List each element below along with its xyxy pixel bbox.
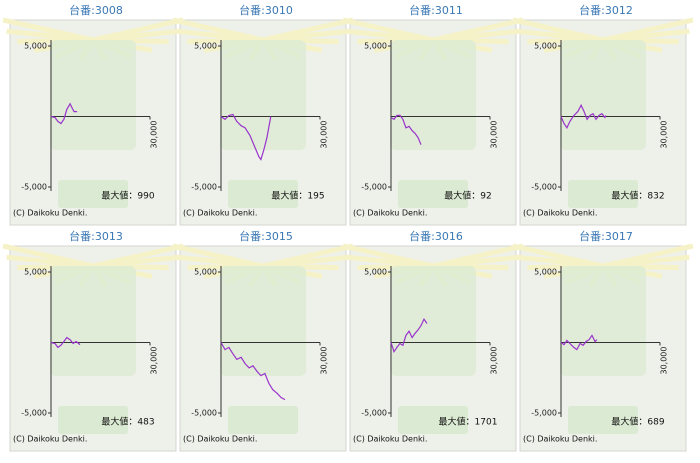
decor-tray — [228, 180, 298, 208]
max-value-label: 最大値：990 — [101, 190, 154, 202]
y-tick-label: -5,000 — [191, 409, 217, 418]
chart-panel: 台番:3015 5,000 -5,000 30,000 (C) Daikoku Denk… — [172, 229, 354, 452]
y-tick-label: -5,000 — [21, 183, 47, 192]
chart-title: 台番:3017 — [579, 229, 633, 243]
y-tick-label: 5,000 — [534, 268, 557, 277]
chart-panel: 台番:3017 5,000 -5,000 30,000 最大値：689 (C) Daiko… — [512, 229, 694, 452]
x-tick-label: 30,000 — [660, 347, 669, 375]
y-tick-label: 5,000 — [194, 42, 217, 51]
data-line — [560, 103, 607, 130]
y-tick-label: 5,000 — [24, 42, 47, 51]
chart-title: 台番:3011 — [409, 3, 463, 17]
decor-machine — [50, 266, 136, 376]
copyright: (C) Daikoku Denki. — [523, 435, 597, 444]
copyright: (C) Daikoku Denki. — [13, 435, 87, 444]
decor-tray — [568, 180, 638, 208]
decor-tray — [398, 406, 468, 434]
chart-title: 台番:3013 — [69, 229, 123, 243]
data-line — [390, 114, 422, 145]
chart-panel: 台番:3012 5,000 -5,000 30,000 最大値：832 (C) Daiko… — [512, 3, 694, 226]
data-line — [50, 102, 78, 125]
chart-panel: 台番:3011 5,000 -5,000 30,000 最大値：92 (C) Daikok… — [342, 3, 524, 226]
x-tick-label: 30,000 — [320, 347, 329, 375]
x-tick-label: 30,000 — [660, 121, 669, 149]
y-tick-label: 5,000 — [194, 268, 217, 277]
max-value-label: 最大値：195 — [271, 190, 324, 202]
y-tick-label: -5,000 — [21, 409, 47, 418]
y-tick-label: -5,000 — [361, 183, 387, 192]
copyright: (C) Daikoku Denki. — [183, 435, 257, 444]
x-tick-label: 30,000 — [490, 347, 499, 375]
decor-ray — [512, 17, 604, 43]
x-tick-label: 30,000 — [320, 121, 329, 149]
decor-tray — [58, 406, 128, 434]
data-line — [390, 318, 428, 354]
y-tick-label: -5,000 — [191, 183, 217, 192]
decor-machine — [560, 40, 646, 150]
decor-ray — [2, 243, 94, 269]
data-line — [220, 113, 272, 161]
y-tick-label: -5,000 — [531, 183, 557, 192]
y-tick-label: 5,000 — [24, 268, 47, 277]
copyright: (C) Daikoku Denki. — [353, 435, 427, 444]
data-line — [50, 336, 81, 349]
y-tick-label: 5,000 — [364, 268, 387, 277]
decor-ray — [172, 243, 264, 269]
chart-panel: 台番:3016 5,000 -5,000 30,000 最大値：1701 (C) Daik… — [342, 229, 524, 452]
chart-title: 台番:3016 — [409, 229, 463, 243]
decor-machine — [560, 266, 646, 376]
copyright: (C) Daikoku Denki. — [13, 209, 87, 218]
decor-tray — [398, 180, 468, 208]
max-value-label: 最大値：689 — [611, 416, 664, 428]
decor-ray — [2, 17, 94, 43]
y-tick-label: 5,000 — [534, 42, 557, 51]
y-tick-label: -5,000 — [361, 409, 387, 418]
copyright: (C) Daikoku Denki. — [183, 209, 257, 218]
y-tick-label: 5,000 — [364, 42, 387, 51]
y-tick-label: -5,000 — [531, 409, 557, 418]
decor-machine — [220, 266, 306, 376]
chart-panel: 台番:3010 5,000 -5,000 30,000 最大値：195 (C) Daiko… — [172, 3, 354, 226]
decor-machine — [390, 266, 476, 376]
decor-ray — [342, 17, 434, 43]
data-line — [560, 334, 598, 351]
decor-ray — [172, 17, 264, 43]
decor-machine — [390, 40, 476, 150]
max-value-label: 最大値：1701 — [439, 416, 498, 428]
decor-machine — [50, 40, 136, 150]
x-tick-label: 30,000 — [150, 121, 159, 149]
copyright: (C) Daikoku Denki. — [523, 209, 597, 218]
max-value-label: 最大値：92 — [444, 190, 491, 202]
x-tick-label: 30,000 — [490, 121, 499, 149]
decor-ray — [512, 243, 604, 269]
chart-panel: 台番:3008 5,000 -5,000 30,000 最大値：990 (C) Daiko… — [2, 3, 184, 226]
chart-title: 台番:3015 — [239, 229, 293, 243]
decor-machine — [220, 40, 306, 150]
chart-title: 台番:3012 — [579, 3, 633, 17]
chart-panel: 台番:3013 5,000 -5,000 30,000 最大値：483 (C) Daiko… — [2, 229, 184, 452]
max-value-label: 最大値：832 — [611, 190, 664, 202]
decor-tray — [568, 406, 638, 434]
max-value-label: 最大値：483 — [101, 416, 154, 428]
x-tick-label: 30,000 — [150, 347, 159, 375]
chart-title: 台番:3008 — [69, 3, 123, 17]
decor-ray — [342, 243, 434, 269]
copyright: (C) Daikoku Denki. — [353, 209, 427, 218]
decor-tray — [228, 406, 298, 434]
decor-tray — [58, 180, 128, 208]
chart-title: 台番:3010 — [239, 3, 293, 17]
data-line — [220, 342, 286, 401]
